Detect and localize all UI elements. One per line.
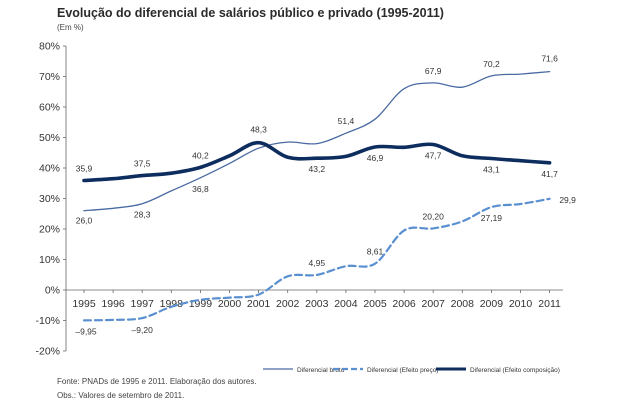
- y-tick-label: 0%: [45, 285, 60, 297]
- chart-subtitle: (Em %): [57, 23, 84, 32]
- series-line-1: [82, 197, 551, 322]
- data-label: 43,2: [309, 164, 326, 174]
- x-tick-label: 2010: [509, 298, 533, 310]
- x-tick-label: 1998: [160, 298, 184, 310]
- data-label: 36,8: [192, 184, 209, 194]
- data-label: 43,1: [483, 165, 500, 175]
- data-label: 47,7: [425, 151, 442, 161]
- y-tick-label: 20%: [39, 224, 60, 236]
- legend-label-0: Diferencial bruto: [297, 367, 345, 374]
- data-label: 70,2: [483, 59, 500, 69]
- data-label: 46,9: [367, 153, 384, 163]
- x-tick-label: 2007: [422, 298, 446, 310]
- x-tick-label: 2011: [538, 298, 561, 310]
- y-tick-label: 50%: [39, 132, 60, 144]
- x-tick-label: 2004: [334, 298, 358, 310]
- x-tick-label: 1997: [131, 298, 155, 310]
- x-tick-label: 2005: [363, 298, 387, 310]
- data-label: 27,19: [481, 213, 503, 223]
- data-label: 71,6: [541, 54, 558, 64]
- x-tick-label: 1996: [101, 298, 125, 310]
- data-label: 67,9: [425, 66, 442, 76]
- y-tick-label: 60%: [39, 102, 60, 114]
- data-label: 37,5: [134, 159, 151, 169]
- x-tick-label: 2008: [451, 298, 475, 310]
- x-tick-label: 2009: [480, 298, 504, 310]
- data-label: 8,61: [367, 247, 384, 257]
- x-tick-label: 2000: [218, 298, 242, 310]
- data-label: 41,7: [541, 169, 558, 179]
- data-label: 29,9: [559, 195, 576, 205]
- y-tick-label: 70%: [39, 71, 60, 83]
- source-note: Fonte: PNADs de 1995 e 2011. Elaboração …: [57, 377, 257, 386]
- data-label: 51,4: [338, 116, 355, 126]
- data-label: –9,20: [132, 325, 154, 335]
- obs-note: Obs.: Valores de setembro de 2011.: [57, 391, 185, 400]
- x-tick-label: 2003: [305, 298, 329, 310]
- data-label: 35,9: [76, 164, 93, 174]
- y-tick-label: 30%: [39, 193, 60, 205]
- y-tick-label: 10%: [39, 254, 60, 266]
- series-line-2: [82, 140, 552, 183]
- data-label: 26,0: [76, 216, 93, 226]
- series-line-0: [83, 70, 551, 212]
- data-label: 40,2: [192, 150, 209, 160]
- y-tick-label: 80%: [39, 41, 60, 53]
- y-tick-label: -10%: [35, 315, 60, 327]
- data-label: 20,20: [423, 211, 445, 221]
- y-tick-label: 40%: [39, 163, 60, 175]
- x-tick-label: 1995: [72, 298, 96, 310]
- y-tick-label: -20%: [35, 346, 60, 358]
- data-label: –9,95: [75, 326, 97, 336]
- legend-label-2: Diferencial (Efeito composição): [470, 367, 560, 374]
- data-label: 28,3: [134, 210, 151, 220]
- x-tick-label: 2001: [247, 298, 271, 310]
- x-tick-label: 2002: [276, 298, 300, 310]
- legend-label-1: Diferencial (Efeito preço): [367, 367, 439, 374]
- chart-title: Evolução do diferencial de salários públ…: [57, 6, 444, 20]
- data-label: 48,3: [250, 125, 267, 135]
- data-label: 4,95: [309, 258, 326, 268]
- x-tick-label: 2006: [392, 298, 416, 310]
